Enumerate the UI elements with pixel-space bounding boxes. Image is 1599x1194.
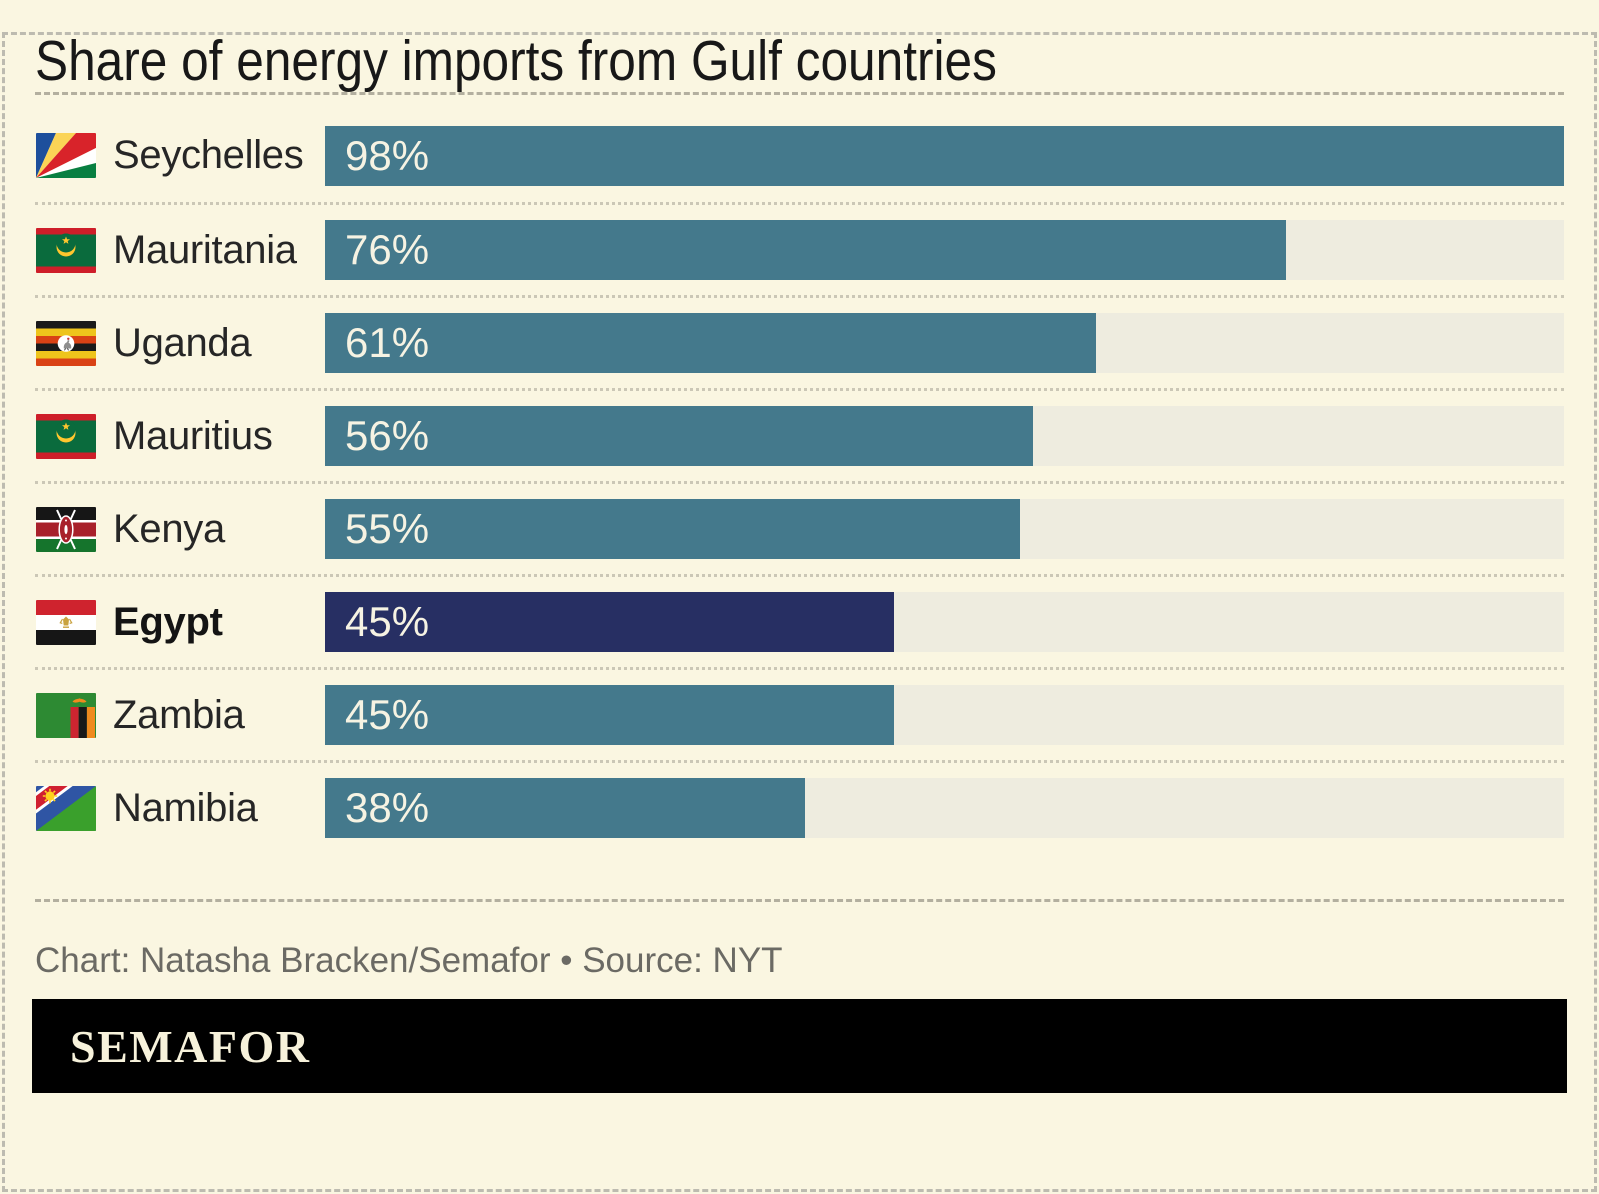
bar-track: 45% <box>325 685 1564 745</box>
bar-chart: Seychelles 98% Mauritania <box>35 95 1564 899</box>
chart-row: Zambia 45% <box>35 667 1564 760</box>
country-label: Egypt <box>113 599 223 644</box>
egypt-flag-icon <box>36 599 96 645</box>
credit-line: Chart: Natasha Bracken/Semafor • Source:… <box>35 941 783 980</box>
chart-row: Seychelles 98% <box>35 109 1564 202</box>
uganda-flag-icon <box>36 320 96 366</box>
chart-row: Egypt 45% <box>35 574 1564 667</box>
bar-egypt: 45% <box>325 592 894 652</box>
bar-track: 61% <box>325 313 1564 373</box>
country-label: Namibia <box>113 785 258 830</box>
bar-value-label: 45% <box>345 691 430 738</box>
bar-zambia: 45% <box>325 685 894 745</box>
country-label: Kenya <box>113 506 225 551</box>
bar-value-label: 38% <box>345 784 430 831</box>
bar-value-label: 98% <box>345 131 430 179</box>
bar-value-label: 61% <box>345 319 430 366</box>
chart-row: Uganda 61% <box>35 295 1564 388</box>
country-label: Mauritius <box>113 413 273 458</box>
footer-divider <box>35 899 1564 902</box>
semafor-logo-text: SEMAFOR <box>70 1020 311 1072</box>
bar-track: 56% <box>325 406 1564 466</box>
bar-kenya: 55% <box>325 499 1021 559</box>
bar-track: 38% <box>325 778 1564 838</box>
page-title: Share of energy imports from Gulf countr… <box>35 30 1564 92</box>
bar-track: 45% <box>325 592 1564 652</box>
country-label: Mauritania <box>113 227 297 272</box>
bar-mauritius: 56% <box>325 406 1033 466</box>
bar-track: 55% <box>325 499 1564 559</box>
page-title-text: Share of energy imports from Gulf countr… <box>35 29 997 93</box>
namibia-flag-icon <box>36 785 96 831</box>
bar-value-label: 76% <box>345 226 430 273</box>
seychelles-flag-icon <box>36 133 96 178</box>
mauritania-flag-icon <box>36 227 96 273</box>
bar-value-label: 45% <box>345 598 430 645</box>
chart-row: Kenya 55% <box>35 481 1564 574</box>
bar-uganda: 61% <box>325 313 1097 373</box>
bar-mauritania: 76% <box>325 220 1286 280</box>
country-label: Uganda <box>113 320 252 365</box>
bar-track: 98% <box>325 125 1564 186</box>
kenya-flag-icon <box>36 506 96 552</box>
title-divider <box>35 92 1564 95</box>
country-label: Zambia <box>113 692 245 737</box>
bar-namibia: 38% <box>325 778 806 838</box>
semafor-logo: SEMAFOR <box>32 999 1567 1093</box>
chart-row: Mauritius 56% <box>35 388 1564 481</box>
chart-row: Namibia 38% <box>35 760 1564 853</box>
chart-card: Share of energy imports from Gulf countr… <box>0 30 1599 1093</box>
bar-value-label: 55% <box>345 505 430 552</box>
bar-seychelles: 98% <box>325 125 1564 186</box>
bar-value-label: 56% <box>345 412 430 459</box>
chart-row: Mauritania 76% <box>35 202 1564 295</box>
country-label: Seychelles <box>113 133 304 177</box>
mauritania-flag-icon <box>36 413 96 459</box>
zambia-flag-icon <box>36 692 96 738</box>
bar-track: 76% <box>325 220 1564 280</box>
